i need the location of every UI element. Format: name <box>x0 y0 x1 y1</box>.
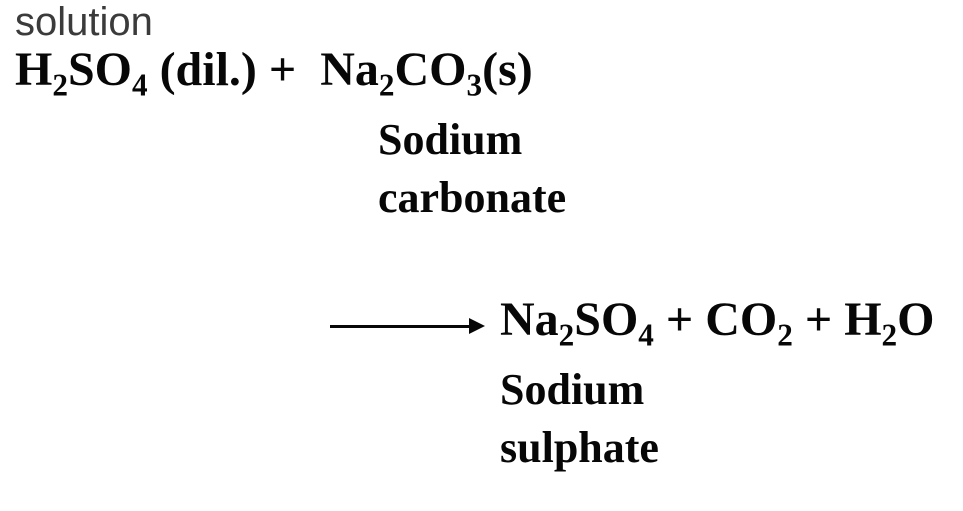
product-label-line2: sulphate <box>500 426 659 470</box>
products-formula: Na2SO4 + CO2 + H2O <box>500 296 934 344</box>
reactant2-label-line1: Sodium <box>378 118 522 162</box>
arrow-line <box>330 325 470 328</box>
reactant2-label-line2: carbonate <box>378 176 566 220</box>
solution-caption: solution <box>15 2 153 42</box>
arrow-head-icon <box>469 318 485 334</box>
equation-figure: { "header": { "solution_label": "solutio… <box>0 0 963 511</box>
product-label-line1: Sodium <box>500 368 644 412</box>
reactants-formula: H2SO4 (dil.) + Na2CO3(s) <box>15 46 533 94</box>
reaction-arrow <box>330 318 485 334</box>
